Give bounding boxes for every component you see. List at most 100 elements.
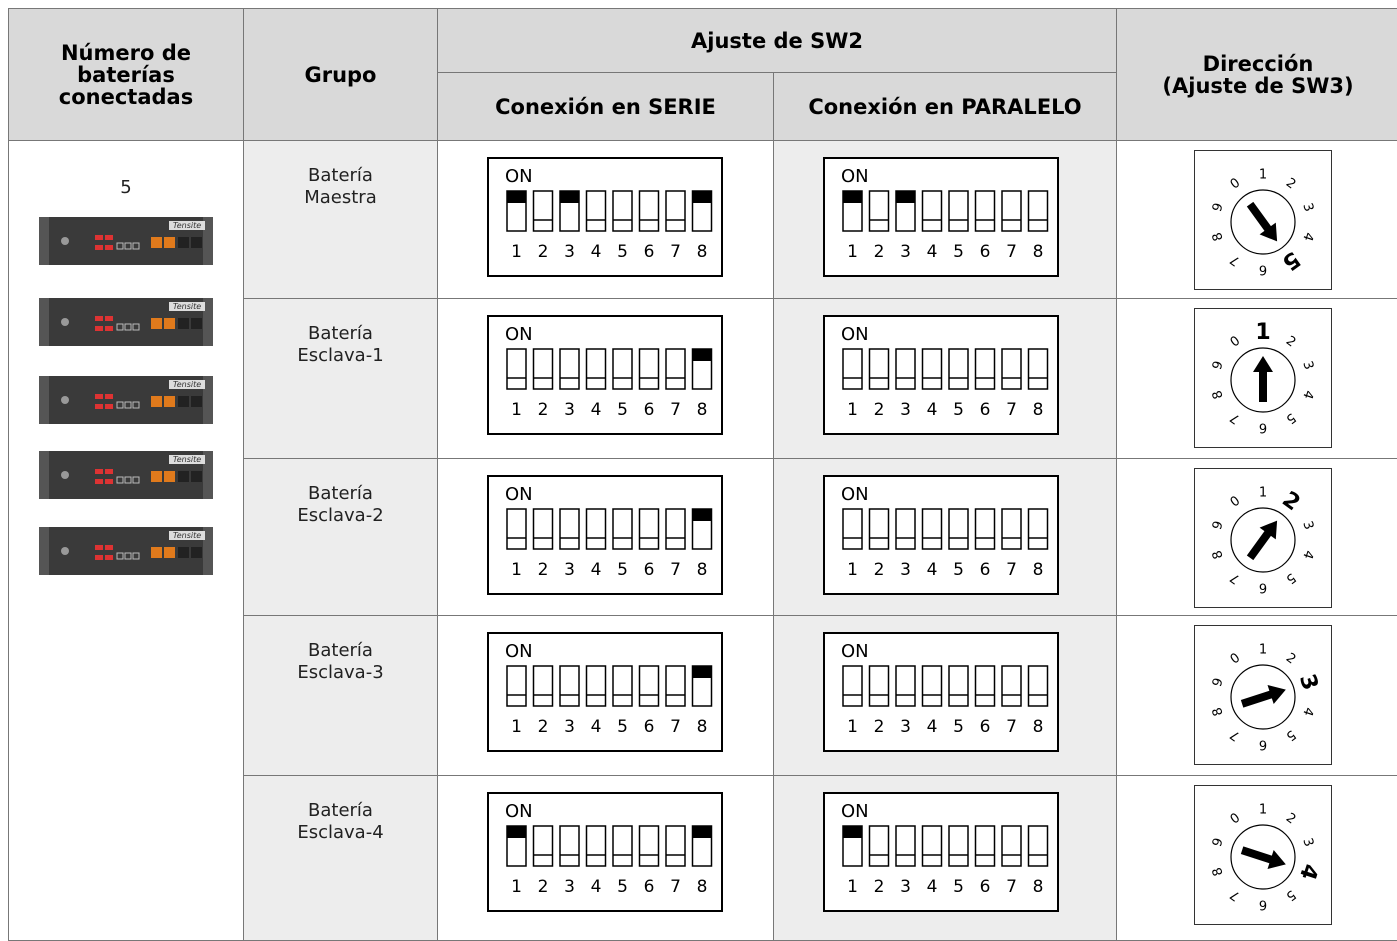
dip-switch: ON 1 2 3 4 5 6 7 8 [487, 157, 723, 277]
dip-slot [532, 825, 554, 867]
dip-slot [895, 508, 916, 550]
battery-port [105, 469, 113, 474]
header-text: Ajuste de SW2 [691, 28, 863, 53]
dip-lever-on [507, 826, 526, 838]
dip-slot [868, 665, 890, 707]
rotary-digit: 6 [1259, 737, 1267, 752]
battery-image: Tensite [39, 298, 213, 346]
group-label: Batería Esclava-2 [244, 483, 437, 527]
dip-position: 5 [953, 400, 964, 420]
dip-position: 4 [927, 717, 938, 737]
battery-port [132, 552, 140, 560]
dip-position: 3 [564, 717, 575, 737]
dip-lever-on [692, 191, 712, 203]
dip-slot [921, 348, 943, 390]
serie-cell: ON 1 2 3 4 5 6 7 8 [437, 615, 774, 776]
battery-edge [203, 298, 213, 346]
dip-position: 7 [1006, 877, 1017, 897]
battery-port [95, 479, 103, 484]
dip-position: 2 [874, 242, 885, 262]
dip-position: 5 [953, 877, 964, 897]
group-text: Batería [308, 800, 373, 821]
battery-brand: Tensite [173, 531, 201, 540]
dip-slot [895, 348, 916, 390]
dip-slot [638, 825, 660, 867]
dip-position: 7 [670, 560, 681, 580]
dip-position: 5 [953, 717, 964, 737]
dip-position: 7 [1006, 717, 1017, 737]
battery-port [116, 242, 124, 250]
dip-position: 5 [617, 400, 628, 420]
serie-cell: ON 1 2 3 4 5 6 7 8 [437, 298, 774, 459]
dip-position: 3 [900, 560, 911, 580]
battery-connector [191, 318, 202, 329]
dip-slot [559, 825, 580, 867]
dip-position: 8 [1033, 877, 1044, 897]
dip-lever-on [692, 349, 712, 361]
dip-position: 3 [900, 717, 911, 737]
battery-connector [164, 318, 175, 329]
dip-position: 3 [564, 560, 575, 580]
battery-port [105, 555, 113, 560]
battery-connector [164, 237, 175, 248]
header-text: Dirección [1202, 51, 1314, 76]
battery-connector [178, 547, 189, 558]
dip-slot [559, 348, 580, 390]
dip-slot [665, 825, 686, 867]
dip-slot [1027, 348, 1049, 390]
dip-slot [1001, 348, 1022, 390]
dip-slot [506, 665, 527, 707]
dip-position: 1 [511, 717, 522, 737]
header-text: Conexión en PARALELO [808, 94, 1082, 119]
dip-slot [1027, 190, 1049, 232]
dip-position: 5 [953, 560, 964, 580]
dip-switch: ON 1 2 3 4 5 6 7 8 [823, 315, 1059, 435]
battery-connector [191, 237, 202, 248]
rotary-digit: 1 [1259, 168, 1267, 183]
battery-port [124, 476, 132, 484]
rotary-digit: 6 [1259, 897, 1267, 912]
dip-slot [895, 825, 916, 867]
rotary-digit: 4 [1294, 861, 1323, 883]
battery-port [95, 469, 103, 474]
dip-position: 7 [670, 242, 681, 262]
group-text: Esclava-1 [297, 345, 384, 366]
dip-position: 5 [953, 242, 964, 262]
rotary-arrow [1240, 685, 1286, 708]
battery-port [95, 555, 103, 560]
battery-image: Tensite [39, 451, 213, 499]
dip-slot [921, 190, 943, 232]
battery-port [95, 245, 103, 250]
dip-on-label: ON [505, 801, 533, 822]
dip-slot [612, 348, 633, 390]
dip-slot [974, 825, 996, 867]
dip-slot [1001, 190, 1022, 232]
rotary-digit: 1 [1259, 643, 1267, 658]
battery-connector [151, 396, 162, 407]
dip-position: 4 [927, 400, 938, 420]
dip-position: 4 [591, 242, 602, 262]
dip-on-label: ON [841, 641, 869, 662]
battery-port [95, 545, 103, 550]
parallel-cell: ON 1 2 3 4 5 6 7 8 [773, 298, 1117, 459]
dip-switch: ON 1 2 3 4 5 6 7 8 [487, 315, 723, 435]
dip-slot [665, 508, 686, 550]
dip-lever-on [843, 191, 862, 203]
dip-slot [974, 508, 996, 550]
dip-position: 4 [927, 877, 938, 897]
dip-position: 8 [1033, 242, 1044, 262]
dip-position: 5 [617, 242, 628, 262]
group-text: Batería [308, 640, 373, 661]
group-label: Batería Esclava-4 [244, 800, 437, 844]
dip-slot [948, 190, 969, 232]
battery-port [105, 479, 113, 484]
dip-position: 1 [511, 242, 522, 262]
dip-position: 6 [980, 717, 991, 737]
battery-port [105, 404, 113, 409]
dip-position: 3 [900, 400, 911, 420]
battery-knob [61, 318, 69, 326]
dip-slot [585, 825, 607, 867]
dip-slot [868, 508, 890, 550]
